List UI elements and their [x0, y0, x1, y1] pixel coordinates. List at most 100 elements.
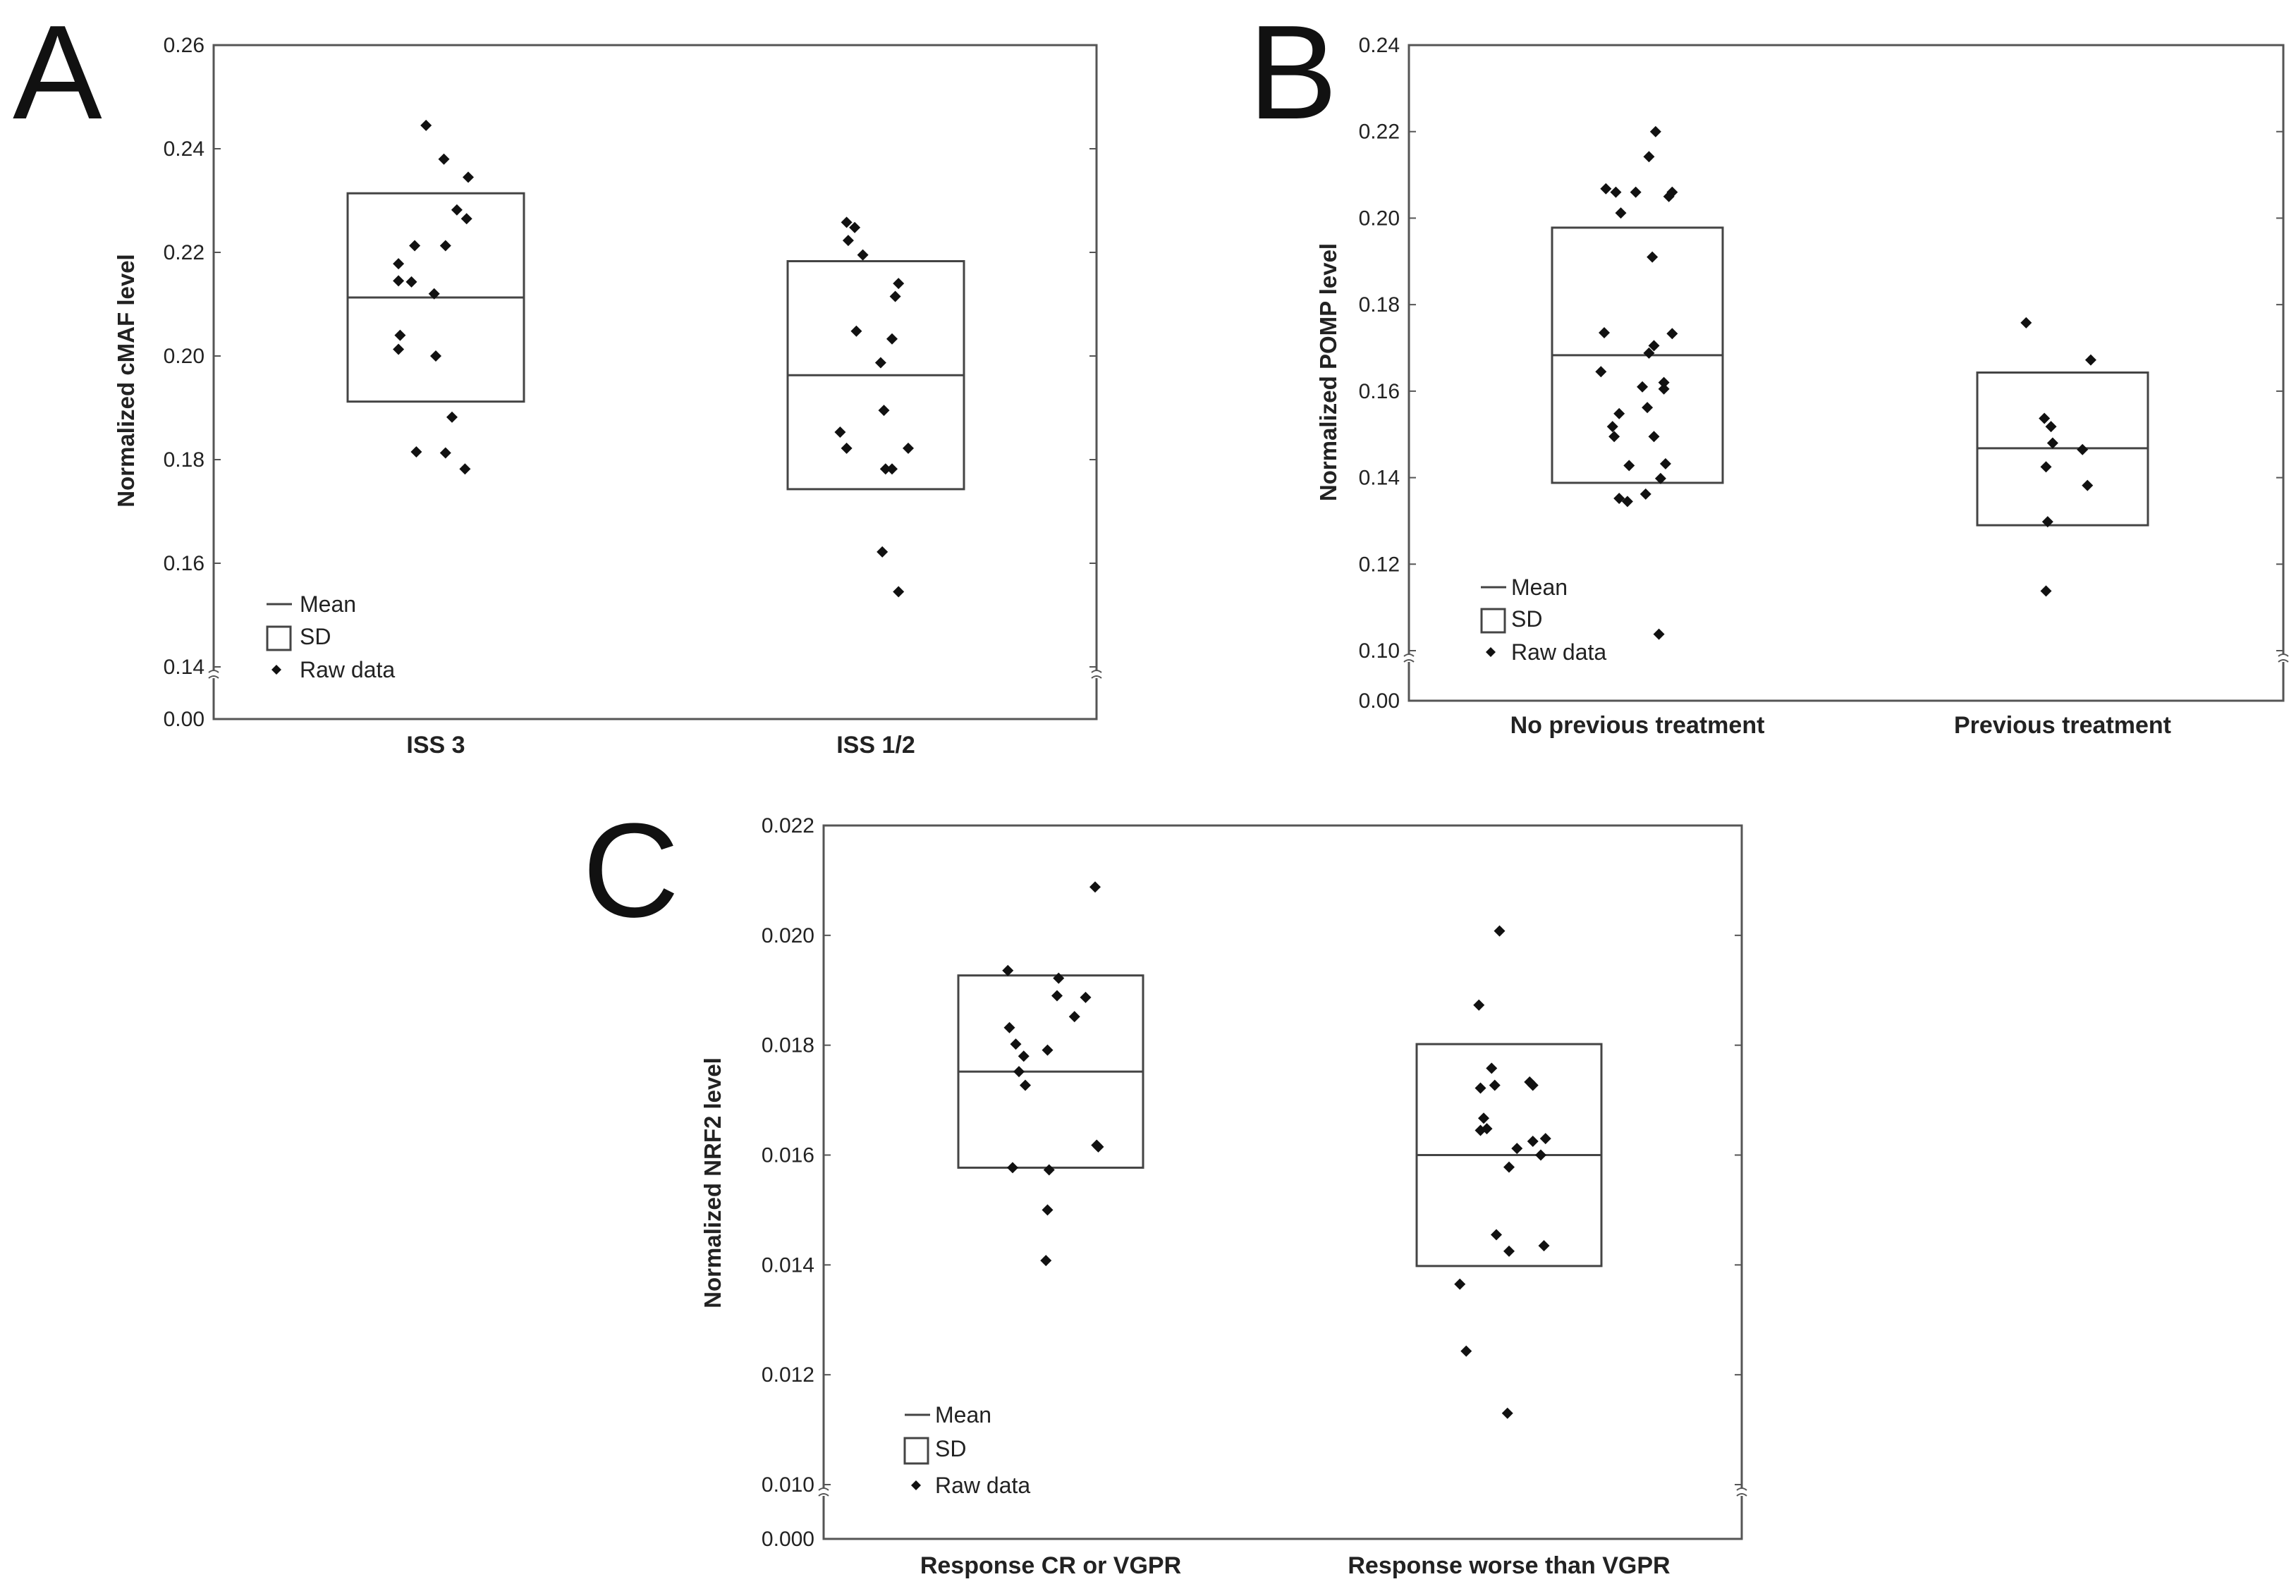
- y-tick-label: 0.00: [164, 708, 204, 731]
- raw-data-point: [1648, 340, 1660, 352]
- y-tick-label: 0.012: [762, 1363, 814, 1387]
- raw-data-point: [451, 204, 463, 216]
- raw-data-point: [1595, 366, 1607, 378]
- raw-data-point: [1642, 402, 1654, 414]
- axis-break-mark: [818, 1487, 829, 1491]
- y-tick-label: 0.24: [1359, 34, 1400, 57]
- panel-letter-a: A: [13, 0, 102, 147]
- legend-raw-label: Raw data: [300, 657, 395, 682]
- raw-data-point: [438, 153, 450, 165]
- raw-data-point: [1606, 421, 1618, 433]
- raw-data-point: [842, 235, 854, 247]
- raw-data-point: [834, 426, 846, 438]
- y-tick-label: 0.26: [164, 34, 204, 57]
- raw-data-point: [1610, 186, 1622, 198]
- raw-data-point: [2084, 354, 2096, 366]
- raw-data-point: [393, 258, 405, 270]
- legend-c: Mean SD Raw data: [903, 1402, 1030, 1498]
- raw-data-point: [2046, 437, 2058, 449]
- y-tick-label: 0.10: [1359, 639, 1400, 663]
- y-tick-label: 0.16: [1359, 380, 1400, 403]
- y-tick-label: 0.22: [1359, 121, 1400, 144]
- raw-data-point: [1474, 1082, 1486, 1094]
- raw-data-point: [459, 463, 471, 475]
- y-tick-label: 0.016: [762, 1144, 814, 1167]
- raw-data-point: [410, 446, 422, 458]
- raw-data-point: [405, 276, 417, 288]
- y-axis-c: 0.000 0.010 0.012 0.014 0.016 0.018 0.020 0.022: [762, 814, 1747, 1551]
- raw-data-point: [1080, 991, 1092, 1003]
- raw-data-point: [1615, 207, 1627, 219]
- raw-data-point: [1018, 1050, 1030, 1062]
- raw-data-point: [460, 213, 472, 225]
- raw-data-point: [903, 442, 914, 454]
- y-tick-label: 0.20: [1359, 207, 1400, 230]
- axis-break-mark: [1091, 675, 1102, 679]
- data-marks-b: [1551, 125, 2149, 640]
- legend-raw-swatch: [1486, 647, 1496, 657]
- raw-data-point: [2040, 585, 2052, 597]
- raw-data-point: [1042, 1044, 1054, 1056]
- raw-data-point: [1503, 1245, 1515, 1257]
- raw-data-point: [1473, 999, 1485, 1011]
- raw-data-point: [857, 249, 869, 261]
- raw-data-point: [874, 357, 886, 369]
- raw-data-point: [1639, 488, 1651, 500]
- raw-data-point: [1647, 251, 1659, 263]
- raw-data-point: [1539, 1133, 1551, 1145]
- legend-mean-label: Mean: [1511, 575, 1568, 600]
- axis-break-mark: [1403, 659, 1415, 663]
- legend-raw-label: Raw data: [935, 1473, 1030, 1498]
- raw-data-point: [877, 546, 889, 558]
- raw-data-point: [1040, 1255, 1052, 1267]
- y-axis-label-a: Normalized cMAF level: [113, 254, 139, 507]
- raw-data-point: [2082, 479, 2094, 491]
- y-tick-label: 0.12: [1359, 553, 1400, 576]
- raw-data-point: [1092, 1141, 1104, 1153]
- raw-data-point: [1089, 881, 1101, 893]
- panel-letter-b: B: [1248, 0, 1338, 147]
- raw-data-point: [1613, 407, 1625, 419]
- y-tick-label: 0.014: [762, 1253, 814, 1277]
- y-tick-label: 0.18: [1359, 293, 1400, 317]
- legend-mean-label: Mean: [300, 591, 356, 617]
- y-axis-label-b: Normalized POMP level: [1315, 243, 1341, 501]
- axis-break-gap: [819, 1489, 829, 1496]
- panel-letter-c: C: [582, 796, 679, 945]
- axis-break-mark: [1403, 653, 1415, 657]
- raw-data-point: [889, 290, 901, 302]
- raw-data-point: [886, 463, 898, 475]
- y-tick-label: 0.00: [1359, 689, 1400, 713]
- raw-data-point: [1643, 151, 1655, 163]
- raw-data-point: [850, 325, 862, 337]
- raw-data-point: [439, 447, 451, 459]
- y-tick-label: 0.24: [164, 137, 204, 161]
- raw-data-point: [409, 240, 421, 252]
- raw-data-point: [1491, 1229, 1502, 1241]
- raw-data-point: [1511, 1143, 1523, 1155]
- raw-data-point: [1043, 1164, 1055, 1176]
- legend-sd-swatch: [266, 625, 292, 651]
- data-marks-c: [957, 881, 1603, 1419]
- y-tick-label: 0.14: [164, 656, 204, 679]
- legend-sd-swatch: [903, 1437, 929, 1465]
- plot-frame-a: [212, 44, 1098, 720]
- raw-data-point: [1623, 460, 1635, 472]
- raw-data-point: [849, 221, 861, 233]
- raw-data-point: [1002, 964, 1014, 976]
- raw-data-point: [2041, 516, 2053, 528]
- raw-data-point: [1613, 493, 1625, 505]
- y-tick-label: 0.010: [762, 1473, 814, 1497]
- legend-raw-swatch: [271, 665, 281, 675]
- raw-data-point: [878, 405, 890, 417]
- panel-b: B 0.00 0.10 0.12 0.14 0.16 0.18 0.20 0.22 0.24 N…: [1248, 0, 2289, 739]
- raw-data-point: [463, 171, 474, 183]
- plot-frame-b: [1407, 44, 2285, 702]
- axis-break-gap: [1092, 671, 1101, 678]
- x-category-label-a-0: ISS 3: [406, 732, 465, 759]
- legend-b: Mean SD Raw data: [1480, 575, 1606, 665]
- raw-data-point: [1489, 1079, 1501, 1091]
- raw-data-point: [893, 586, 905, 598]
- raw-data-point: [1501, 1407, 1513, 1419]
